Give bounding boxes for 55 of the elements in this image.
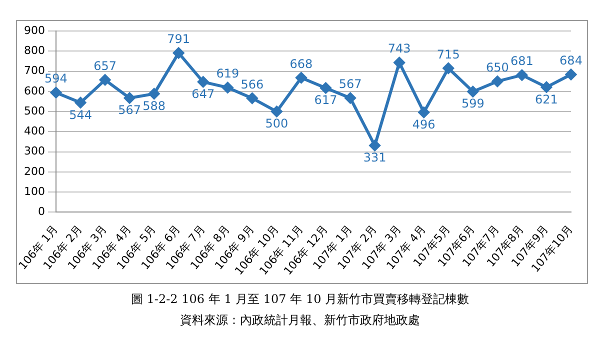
y-tick-label: 300: [24, 144, 45, 158]
text: 圖 1-2-2 106 年 1 月至 107 年 10 月新竹市買賣移轉登記棟數: [130, 291, 470, 308]
y-tick-label: 100: [24, 184, 45, 198]
point: [148, 88, 160, 100]
data-label: 791: [167, 32, 190, 46]
point: [418, 106, 430, 118]
data-label: 544: [69, 108, 92, 122]
point: [198, 76, 209, 88]
point: [222, 82, 234, 94]
point: [50, 87, 62, 98]
point: [344, 92, 356, 104]
point: [516, 70, 528, 81]
data-label: 743: [388, 42, 411, 56]
data-label: 647: [192, 87, 215, 102]
data-label: 621: [535, 92, 558, 106]
data-label: 496: [412, 117, 436, 132]
data-label: 567: [118, 103, 142, 118]
y-tick-label: 500: [24, 104, 45, 118]
data-label: 684: [560, 54, 582, 68]
point: [296, 72, 307, 84]
point: [467, 86, 478, 98]
point: [173, 47, 184, 58]
point: [369, 140, 380, 152]
data-label: 650: [486, 60, 509, 74]
data-label: 715: [436, 47, 460, 62]
y-tick-label: 800: [24, 44, 45, 57]
y-tick-label: 200: [24, 164, 45, 178]
data-label: 331: [363, 150, 386, 165]
data-label: 619: [216, 66, 240, 81]
y-tick-label: 400: [24, 124, 45, 138]
data-label: 588: [142, 98, 166, 113]
point: [566, 68, 576, 80]
y-tick-label: 0: [38, 205, 45, 218]
point: [100, 74, 111, 86]
point: [75, 97, 86, 108]
data-label: 500: [265, 116, 288, 131]
point: [124, 92, 136, 104]
y-tick-label: 600: [24, 84, 45, 98]
data-label: 681: [510, 54, 534, 68]
point: [442, 62, 454, 74]
data-label: 657: [94, 59, 116, 74]
data-label: 566: [240, 77, 264, 92]
data-label: 617: [314, 93, 338, 108]
point: [320, 82, 332, 94]
data-label: 668: [290, 56, 313, 71]
y-tick-label: 900: [24, 24, 45, 37]
data-label: 599: [461, 96, 484, 111]
point: [540, 82, 552, 93]
data-label: 567: [338, 77, 362, 92]
point: [492, 76, 503, 87]
point: [271, 106, 282, 118]
source-note: 資料來源：內政統計月報、新竹市政府地政處: [179, 312, 421, 329]
point: [246, 92, 258, 104]
point: [394, 57, 405, 68]
y-tick-label: 700: [24, 64, 45, 78]
